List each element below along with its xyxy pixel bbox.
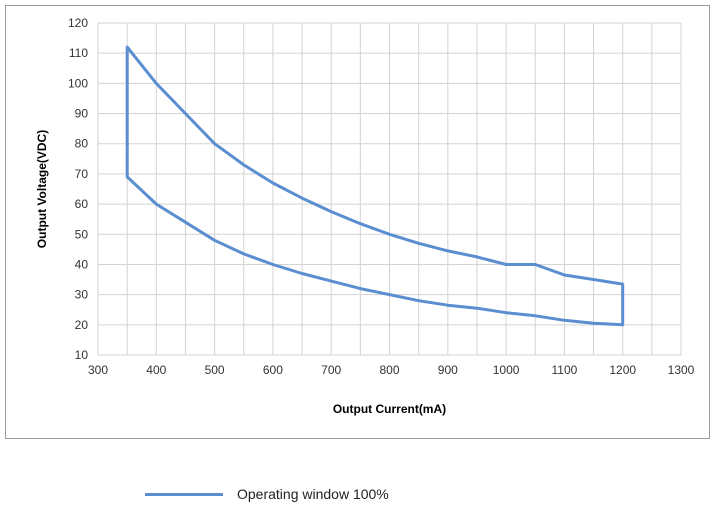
x-tick-label: 400 bbox=[146, 363, 166, 377]
x-tick-label: 700 bbox=[321, 363, 341, 377]
y-tick-label: 120 bbox=[68, 16, 88, 30]
x-tick-label: 900 bbox=[438, 363, 458, 377]
legend-swatch bbox=[145, 492, 223, 496]
chart-series bbox=[125, 45, 625, 327]
chart-grid bbox=[97, 22, 682, 356]
x-tick-label: 500 bbox=[205, 363, 225, 377]
y-axis-title: Output Voltage(VDC) bbox=[35, 130, 49, 248]
y-tick-label: 80 bbox=[75, 137, 89, 151]
x-tick-label: 1300 bbox=[668, 363, 695, 377]
series-line-operating-window bbox=[125, 45, 625, 327]
x-axis-title: Output Current(mA) bbox=[333, 402, 446, 416]
chart-plot: 300 400 500 600 700 800 900 1000 1100 1200 1300 10… bbox=[35, 16, 695, 416]
x-tick-label: 1000 bbox=[493, 363, 520, 377]
x-tick-label: 1100 bbox=[551, 363, 577, 377]
x-tick-label: 800 bbox=[379, 363, 399, 377]
y-tick-label: 50 bbox=[75, 227, 89, 241]
chart-frame: 300 400 500 600 700 800 900 1000 1100 1200 1300 10… bbox=[5, 5, 710, 439]
y-tick-label: 10 bbox=[75, 348, 89, 362]
x-tick-label: 600 bbox=[263, 363, 283, 377]
y-tick-label: 110 bbox=[69, 46, 88, 60]
chart-legend: Operating window 100% bbox=[145, 482, 389, 506]
y-tick-label: 40 bbox=[75, 257, 89, 271]
x-tick-label: 300 bbox=[88, 363, 108, 377]
y-tick-label: 100 bbox=[68, 76, 88, 90]
x-tick-labels: 300 400 500 600 700 800 900 1000 1100 1200 1300 bbox=[88, 363, 695, 377]
y-tick-labels: 10 20 30 40 50 60 70 80 90 100 110 120 bbox=[68, 16, 88, 362]
y-tick-label: 30 bbox=[75, 288, 89, 302]
y-tick-label: 70 bbox=[75, 167, 89, 181]
x-tick-label: 1200 bbox=[609, 363, 636, 377]
legend-label: Operating window 100% bbox=[237, 486, 389, 502]
y-tick-label: 90 bbox=[75, 107, 89, 121]
y-tick-label: 60 bbox=[75, 197, 89, 211]
y-tick-label: 20 bbox=[75, 318, 89, 332]
